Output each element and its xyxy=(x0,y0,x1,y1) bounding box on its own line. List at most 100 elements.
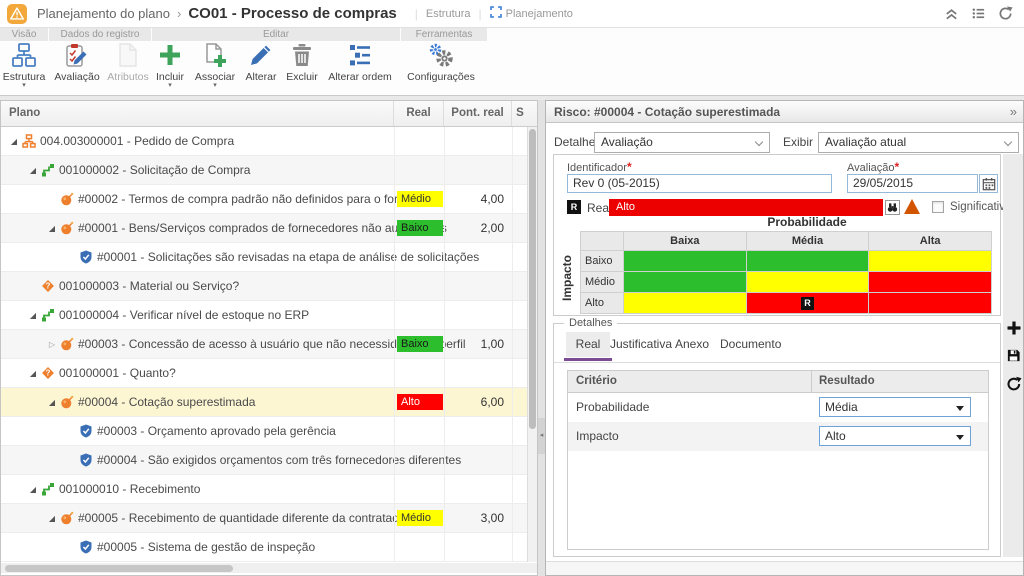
binoculars-icon[interactable] xyxy=(885,200,900,215)
tab-real[interactable]: Real xyxy=(566,332,610,357)
resultado-select-impacto[interactable]: Alto xyxy=(819,426,971,446)
tree-item-label: #00001 - Bens/Serviços comprados de forn… xyxy=(78,214,447,243)
matrix-cell-yellow[interactable] xyxy=(624,293,746,313)
topbar-actions xyxy=(942,5,1024,23)
tree-row[interactable]: ◢001000004 - Verificar nível de estoque … xyxy=(1,301,528,330)
collapse-node-icon[interactable]: ◢ xyxy=(47,224,57,233)
panel-splitter[interactable]: ◂ xyxy=(538,100,545,576)
add-icon xyxy=(157,42,183,73)
tree-row[interactable]: #00005 - Sistema de gestão de inspeção xyxy=(1,533,528,562)
column-header-s[interactable]: S xyxy=(512,101,528,126)
risk-level-badge: Médio xyxy=(397,510,443,526)
identificador-input[interactable]: Rev 0 (05-2015) xyxy=(567,174,832,193)
toolbar-button-excluir[interactable]: Excluir xyxy=(282,42,322,83)
matrix-cell-green[interactable] xyxy=(624,272,746,292)
avaliacao-date-input[interactable]: 29/05/2015 xyxy=(847,174,978,193)
resultado-select-probabilidade[interactable]: Média xyxy=(819,397,971,417)
expand-node-icon[interactable]: ▷ xyxy=(47,340,57,349)
expand-icon xyxy=(490,6,502,21)
toolbar-button-estrutura[interactable]: Estrutura▾ xyxy=(0,42,48,89)
matrix-cell-red[interactable]: R xyxy=(747,293,869,313)
matrix-cell-red[interactable] xyxy=(869,293,991,313)
tab-justificativa[interactable]: Justificativa xyxy=(610,332,672,357)
tree-row[interactable]: ◢ #00001 - Bens/Serviços comprados de for… xyxy=(1,214,528,243)
tree-item-label: #00001 - Solicitações são revisadas na e… xyxy=(97,243,479,272)
collapse-node-icon[interactable]: ◢ xyxy=(47,514,57,523)
divider: | xyxy=(415,7,418,21)
criteria-rows: ProbabilidadeMédiaImpactoAlto xyxy=(568,393,988,451)
tree-row[interactable]: ◢001000010 - Recebimento xyxy=(1,475,528,504)
breadcrumb-section[interactable]: Planejamento do plano xyxy=(37,6,170,21)
control-icon xyxy=(79,540,93,554)
matrix-cell-red[interactable] xyxy=(869,272,991,292)
matrix-row-header: Médio xyxy=(581,272,623,292)
tree-row[interactable]: #00001 - Solicitações são revisadas na e… xyxy=(1,243,528,272)
scrollbar-thumb[interactable] xyxy=(5,565,233,572)
collapse-node-icon[interactable]: ◢ xyxy=(47,398,57,407)
criteria-row: ProbabilidadeMédia xyxy=(568,393,988,422)
collapse-node-icon[interactable]: ◢ xyxy=(28,166,38,175)
app-logo-risk-icon xyxy=(7,4,27,24)
toolbar-button-associar[interactable]: Associar▾ xyxy=(190,42,240,89)
detalhes-fieldset: Detalhes RealJustificativaAnexoDocumento… xyxy=(553,323,1001,557)
matrix-cell-yellow[interactable] xyxy=(869,251,991,271)
matrix-cell-yellow[interactable] xyxy=(747,272,869,292)
scrollbar-thumb[interactable] xyxy=(529,129,536,429)
tree-row[interactable]: #00004 - São exigidos orçamentos com trê… xyxy=(1,446,528,475)
collapse-node-icon[interactable]: ◢ xyxy=(28,311,38,320)
risk-level-bar: Alto xyxy=(609,199,883,216)
tree-row-selected[interactable]: ◢#00004 - Cotação superestimadaAlto6,00 xyxy=(1,388,528,417)
toolbar: VisãoDados do registroEditarFerramentas … xyxy=(0,28,1024,96)
significativo-checkbox[interactable] xyxy=(932,201,944,213)
col-criterio: Critério xyxy=(576,371,617,392)
toolbar-button-configurações[interactable]: Configurações xyxy=(398,42,484,83)
splitter-grip[interactable]: ◂ xyxy=(538,418,545,454)
refresh-button[interactable] xyxy=(1004,376,1023,396)
collapse-panel-icon[interactable]: » xyxy=(1010,101,1017,122)
tree-row[interactable]: ◢#00005 - Recebimento de quantidade dife… xyxy=(1,504,528,533)
warning-triangle-icon[interactable] xyxy=(904,199,920,214)
matrix-cell-green[interactable] xyxy=(747,251,869,271)
collapse-up-icon[interactable] xyxy=(942,5,960,23)
nav-link-estrutura[interactable]: Estrutura xyxy=(426,8,471,20)
tree-horizontal-scrollbar[interactable] xyxy=(1,563,537,573)
tree-row[interactable]: ◢004.003000001 - Pedido de Compra xyxy=(1,127,528,156)
risk-icon xyxy=(60,395,74,409)
tree-row[interactable]: ◢?001000001 - Quanto? xyxy=(1,359,528,388)
nav-link-planejamento[interactable]: Planejamento xyxy=(490,6,573,21)
tree-row[interactable]: #00002 - Termos de compra padrão não def… xyxy=(1,185,528,214)
tab-documento[interactable]: Documento xyxy=(720,332,781,357)
toolbar-button-alterar[interactable]: Alterar xyxy=(240,42,282,83)
tree-vertical-scrollbar[interactable] xyxy=(527,127,537,562)
add-button[interactable] xyxy=(1004,320,1023,340)
column-header-real[interactable]: Real xyxy=(394,101,444,126)
tree-row[interactable]: ▷#00003 - Concessão de acesso à usuário … xyxy=(1,330,528,359)
tree-row[interactable]: ?001000003 - Material ou Serviço? xyxy=(1,272,528,301)
structure-icon xyxy=(11,42,37,73)
refresh-icon[interactable] xyxy=(996,5,1014,23)
list-icon[interactable] xyxy=(969,5,987,23)
matrix-cell-green[interactable] xyxy=(624,251,746,271)
collapse-node-icon[interactable]: ◢ xyxy=(28,485,38,494)
tree-row[interactable]: ◢001000002 - Solicitação de Compra xyxy=(1,156,528,185)
collapse-node-icon[interactable]: ◢ xyxy=(28,369,38,378)
edit-icon xyxy=(248,42,274,73)
toolbar-button-incluir[interactable]: Incluir▾ xyxy=(150,42,190,89)
tab-anexo[interactable]: Anexo xyxy=(675,332,709,357)
collapse-node-icon[interactable]: ◢ xyxy=(9,137,19,146)
detalhes-select[interactable]: Avaliação xyxy=(594,132,770,153)
save-button[interactable] xyxy=(1004,348,1023,368)
toolbar-button-avaliação[interactable]: Avaliação xyxy=(48,42,106,83)
tree-row[interactable]: #00003 - Orçamento aprovado pela gerênci… xyxy=(1,417,528,446)
save-icon xyxy=(1006,348,1021,368)
toolbar-button-alterar-ordem[interactable]: Alterar ordem xyxy=(322,42,398,83)
column-header-pont-real[interactable]: Pont. real xyxy=(444,101,512,126)
dropdown-caret-icon: ▾ xyxy=(213,83,217,89)
matrix-row-header: Alto xyxy=(581,293,623,313)
exibir-select[interactable]: Avaliação atual xyxy=(818,132,1019,153)
calendar-icon[interactable] xyxy=(979,174,998,193)
column-header-plano[interactable]: Plano xyxy=(1,101,394,126)
matrix-corner-cell xyxy=(581,232,623,250)
real-label: Real xyxy=(587,201,612,215)
attributes-icon xyxy=(115,42,141,73)
